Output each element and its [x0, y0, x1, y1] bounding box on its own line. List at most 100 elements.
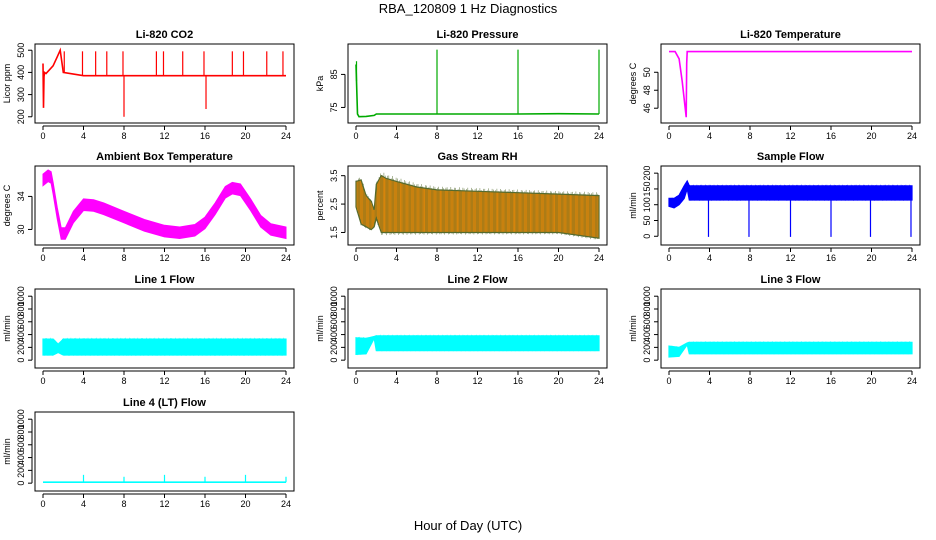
y-tick-label: 600: [16, 314, 26, 329]
x-tick-label: 4: [394, 131, 399, 141]
y-axis-label: degrees C: [628, 62, 638, 104]
x-tick-label: 24: [281, 499, 291, 509]
plot-frame: [347, 43, 608, 124]
x-tick-label: 0: [40, 131, 45, 141]
x-tick-label: 4: [81, 499, 86, 509]
y-tick-label: 1000: [329, 286, 339, 306]
y-tick-label: 400: [329, 327, 339, 342]
y-tick-label: 200: [16, 109, 26, 124]
x-tick-label: 20: [553, 131, 563, 141]
x-tick-label: 12: [785, 376, 795, 386]
x-tick-label: 24: [907, 376, 917, 386]
x-tick-label: 20: [240, 131, 250, 141]
series-noise: [355, 334, 599, 356]
panel-9: Line 4 (LT) Flow ml/min 0 4 8 12 16 20 24 0 200400…: [2, 397, 295, 509]
series-line: [355, 64, 600, 118]
y-tick-label: 0: [642, 358, 652, 363]
data-layer: [355, 172, 600, 240]
y-tick-label: 800: [16, 424, 26, 439]
plot-frame: [34, 165, 295, 246]
data-layer: [355, 49, 600, 118]
y-tick-label: 48: [642, 85, 652, 95]
y-tick-label: 200: [329, 340, 339, 355]
y-tick-label: 85: [329, 69, 339, 79]
y-tick-label: 600: [16, 437, 26, 452]
y-tick-label: 50: [642, 215, 652, 225]
x-tick-label: 24: [907, 253, 917, 263]
plot-frame: [347, 165, 608, 246]
x-tick-label: 20: [866, 253, 876, 263]
data-layer: [355, 334, 600, 356]
y-tick-label: 800: [16, 301, 26, 316]
panel-title: Gas Stream RH: [437, 151, 517, 163]
y-tick-label: 1.5: [329, 226, 339, 239]
y-tick-label: 200: [642, 340, 652, 355]
y-tick-label: 75: [329, 102, 339, 112]
y-tick-label: 400: [16, 65, 26, 80]
x-tick-label: 8: [747, 376, 752, 386]
y-tick-label: 3.5: [329, 169, 339, 182]
y-tick-label: 100: [642, 197, 652, 212]
x-tick-label: 24: [594, 253, 604, 263]
y-tick-label: 300: [16, 87, 26, 102]
x-tick-label: 16: [200, 253, 210, 263]
plot-frame: [660, 165, 921, 246]
y-tick-label: 1000: [16, 409, 26, 429]
data-layer: [669, 50, 912, 118]
figure-title: RBA_120809 1 Hz Diagnostics: [378, 1, 558, 16]
y-tick-label: 200: [16, 463, 26, 478]
x-tick-label: 8: [121, 376, 126, 386]
x-tick-label: 0: [353, 376, 358, 386]
x-tick-label: 4: [707, 253, 712, 263]
x-tick-label: 24: [281, 131, 291, 141]
x-tick-label: 12: [159, 131, 169, 141]
x-tick-label: 20: [553, 376, 563, 386]
x-tick-label: 12: [159, 376, 169, 386]
y-tick-label: 30: [16, 224, 26, 234]
x-tick-label: 0: [666, 253, 671, 263]
x-tick-label: 20: [240, 253, 250, 263]
x-tick-label: 4: [707, 131, 712, 141]
y-axis-label: ml/min: [628, 315, 638, 342]
panel-title: Line 3 Flow: [761, 274, 821, 286]
y-axis-label: ml/min: [2, 315, 12, 342]
x-tick-label: 8: [434, 131, 439, 141]
y-tick-label: 400: [16, 327, 26, 342]
x-tick-label: 12: [159, 499, 169, 509]
plot-frame: [347, 288, 608, 369]
x-tick-label: 24: [281, 253, 291, 263]
x-tick-label: 12: [159, 253, 169, 263]
panel-title: Sample Flow: [757, 151, 825, 163]
x-tick-label: 20: [866, 131, 876, 141]
plot-frame: [34, 411, 295, 492]
series-noise: [355, 172, 599, 240]
x-tick-label: 0: [666, 131, 671, 141]
y-axis-label: Licor ppm: [2, 64, 12, 104]
x-tick-label: 8: [434, 376, 439, 386]
y-tick-label: 34: [16, 191, 26, 201]
x-tick-label: 24: [281, 376, 291, 386]
y-tick-label: 400: [16, 450, 26, 465]
x-tick-label: 16: [826, 253, 836, 263]
data-layer: [668, 179, 913, 237]
y-tick-label: 150: [642, 181, 652, 196]
y-tick-label: 200: [642, 166, 652, 181]
panel-3: Ambient Box Temperature degrees C 0 4 8 12 16 2…: [2, 151, 295, 263]
panel-1: Li-820 Pressure kPa 0 4 8 12 16 20 24 75 85: [315, 29, 608, 141]
panel-8: Line 3 Flow ml/min 0 4 8 12 16 20 24 0 20040060080…: [628, 274, 921, 386]
plot-frame: [34, 288, 295, 369]
y-tick-label: 800: [642, 301, 652, 316]
panel-title: Li-820 Temperature: [740, 29, 841, 41]
x-tick-label: 4: [394, 376, 399, 386]
y-axis-label: ml/min: [2, 438, 12, 465]
x-tick-label: 16: [200, 376, 210, 386]
panel-0: Li-820 CO2 Licor ppm 0 4 8 12 16 20 24 200 300 400 5…: [2, 29, 295, 141]
y-tick-label: 0: [16, 358, 26, 363]
x-tick-label: 8: [747, 253, 752, 263]
x-tick-label: 0: [40, 253, 45, 263]
y-axis-label: kPa: [315, 76, 325, 92]
x-tick-label: 0: [353, 253, 358, 263]
y-axis-label: ml/min: [628, 192, 638, 219]
x-tick-label: 12: [785, 253, 795, 263]
